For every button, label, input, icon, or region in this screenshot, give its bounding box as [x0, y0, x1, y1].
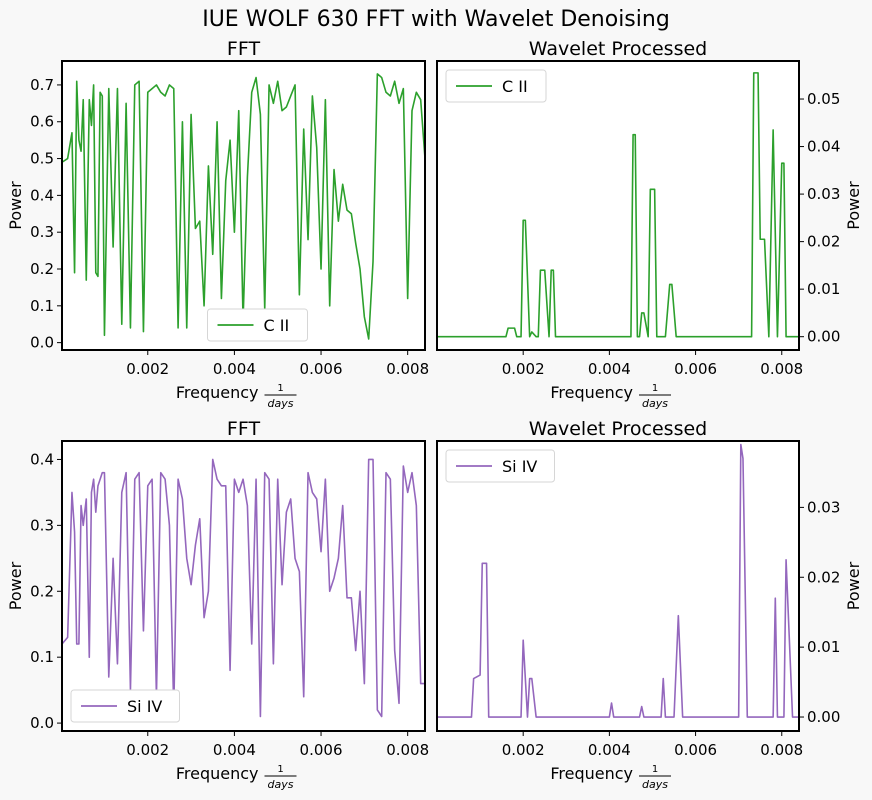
y-tick-label: 0.3 — [30, 516, 54, 534]
legend-box — [207, 308, 308, 342]
y-tick-label: 0.05 — [807, 90, 840, 108]
y-tick-label: 0.04 — [807, 138, 840, 156]
x-tick-label: 0.002 — [126, 360, 169, 378]
subplot-title: Wavelet Processed — [529, 418, 707, 440]
y-axis-label: Power — [6, 561, 25, 610]
series-line-1 — [437, 72, 799, 338]
y-tick-label: 0.02 — [807, 233, 840, 251]
y-tick-label: 0.6 — [30, 113, 54, 131]
x-axis-label-denominator: days — [268, 397, 294, 410]
legend: Si IV — [445, 449, 555, 483]
legend-label: C II — [502, 77, 528, 96]
x-axis-label-denominator: days — [642, 778, 668, 791]
y-tick-label: 0.0 — [30, 714, 54, 732]
series-line-1 — [61, 458, 425, 718]
y-tick-label: 0.1 — [30, 648, 54, 666]
subplots: 0.002 0.004 0.006 0.008 0.0 0.1 0.2 0.3 0.4 0.5 0.… — [6, 38, 863, 791]
legend: C II — [445, 69, 547, 103]
y-axis-label: Power — [844, 561, 863, 610]
figure-title: IUE WOLF 630 FFT with Wavelet Denoising — [202, 7, 670, 32]
legend-box — [70, 689, 180, 723]
x-tick-label: 0.004 — [213, 741, 256, 759]
x-tick-label: 0.008 — [386, 360, 429, 378]
subplot-title: Wavelet Processed — [529, 38, 707, 60]
series-line-1 — [61, 73, 426, 340]
y-tick-label: 0.3 — [30, 223, 54, 241]
legend-box — [445, 69, 547, 103]
y-tick-label: 0.5 — [30, 150, 54, 168]
x-axis-label-text: Frequency — [550, 383, 633, 402]
x-axis-label-denominator: days — [268, 778, 294, 791]
x-tick-label: 0.008 — [760, 360, 803, 378]
y-tick-label: 0.01 — [807, 280, 840, 298]
x-tick-label: 0.008 — [760, 741, 803, 759]
legend-box — [445, 449, 555, 483]
x-tick-label: 0.002 — [502, 741, 545, 759]
x-axis-label: Frequency 1 days — [176, 764, 297, 791]
x-axis-label-numerator: 1 — [277, 383, 283, 394]
x-axis-label-numerator: 1 — [652, 764, 658, 775]
x-tick-label: 0.002 — [126, 741, 169, 759]
x-tick-label: 0.006 — [674, 360, 717, 378]
y-tick-label: 0.7 — [30, 76, 54, 94]
y-tick-label: 0.01 — [807, 638, 840, 656]
subplot-title: FFT — [227, 418, 261, 440]
x-tick-label: 0.006 — [300, 741, 343, 759]
y-axis-label: Power — [844, 181, 863, 230]
y-tick-label: 0.4 — [30, 186, 54, 204]
x-axis-label-numerator: 1 — [277, 764, 283, 775]
y-tick-label: 0.02 — [807, 568, 840, 586]
x-tick-label: 0.006 — [300, 360, 343, 378]
y-tick-label: 0.4 — [30, 450, 54, 468]
x-tick-label: 0.004 — [213, 360, 256, 378]
x-axis-label: Frequency 1 days — [550, 383, 671, 410]
legend: Si IV — [70, 689, 180, 723]
legend: C II — [207, 308, 308, 342]
subplot-fft_si4: 0.002 0.004 0.006 0.008 0.0 0.1 0.2 0.3 0.4 FFT Po… — [6, 418, 429, 791]
series-line-1 — [437, 443, 799, 718]
subplot-fft_c2: 0.002 0.004 0.006 0.008 0.0 0.1 0.2 0.3 0.4 0.5 0.… — [6, 38, 429, 410]
axes-frame — [436, 440, 800, 732]
y-tick-label: 0.03 — [807, 185, 840, 203]
y-tick-label: 0.00 — [807, 708, 840, 726]
x-tick-label: 0.006 — [674, 741, 717, 759]
x-axis-label-text: Frequency — [176, 383, 259, 402]
x-tick-label: 0.004 — [588, 741, 631, 759]
y-tick-label: 0.0 — [30, 334, 54, 352]
axes-frame — [61, 60, 426, 351]
y-tick-label: 0.2 — [30, 260, 54, 278]
x-axis-label-text: Frequency — [176, 764, 259, 783]
x-tick-label: 0.008 — [386, 741, 429, 759]
axes-frame — [61, 440, 426, 732]
y-tick-label: 0.03 — [807, 498, 840, 516]
subplot-title: FFT — [227, 38, 261, 60]
axes-frame — [436, 60, 800, 351]
x-axis-label-text: Frequency — [550, 764, 633, 783]
y-tick-label: 0.00 — [807, 328, 840, 346]
x-tick-label: 0.002 — [502, 360, 545, 378]
legend-label: Si IV — [127, 697, 162, 716]
x-tick-label: 0.004 — [588, 360, 631, 378]
x-axis-label: Frequency 1 days — [176, 383, 297, 410]
x-axis-label-numerator: 1 — [652, 383, 658, 394]
legend-label: Si IV — [502, 457, 537, 476]
legend-label: C II — [264, 316, 290, 335]
x-axis-label: Frequency 1 days — [550, 764, 671, 791]
y-tick-label: 0.1 — [30, 297, 54, 315]
x-axis-label-denominator: days — [642, 397, 668, 410]
y-axis-label: Power — [6, 181, 25, 230]
y-tick-label: 0.2 — [30, 582, 54, 600]
plot-area — [437, 61, 799, 350]
